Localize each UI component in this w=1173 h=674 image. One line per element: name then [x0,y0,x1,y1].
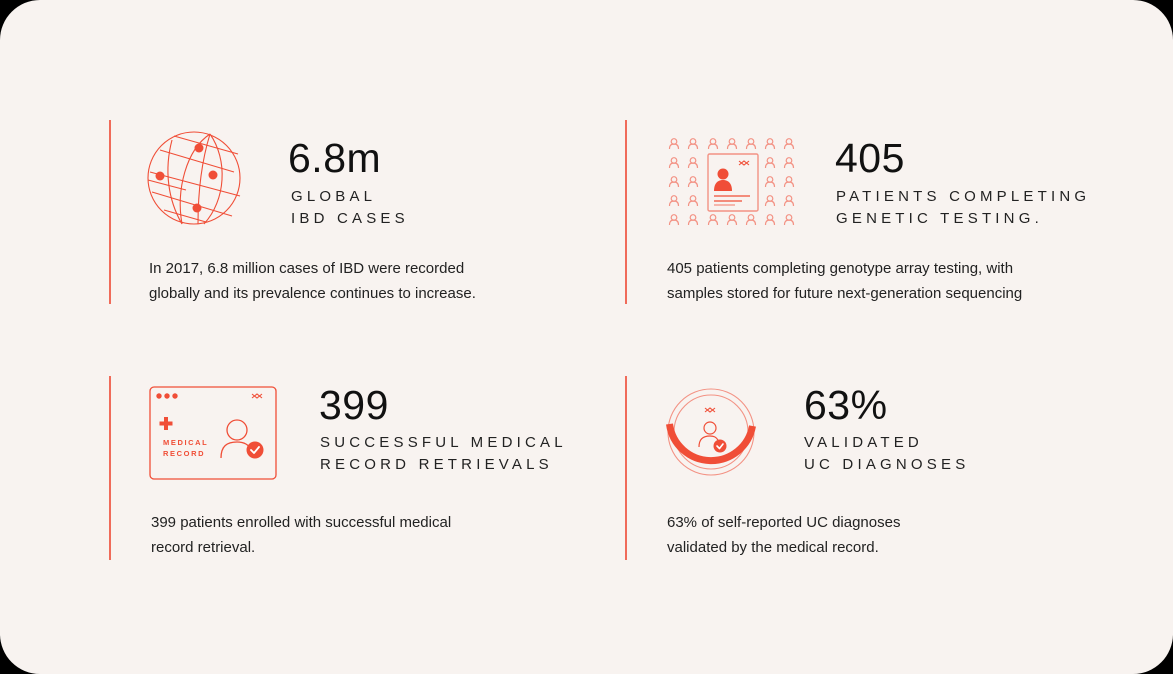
stat-label-line2: GENETIC TESTING. [836,210,1043,227]
stat-description-line1: In 2017, 6.8 million cases of IBD were r… [149,260,465,277]
stat-description-line1: 405 patients completing genotype array t… [667,260,1014,277]
stat-value: 399 [319,382,389,428]
stat-label-line1: SUCCESSFUL MEDICAL [320,434,567,451]
stat-description-line2: validated by the medical record. [667,539,879,556]
patients-grid-icon [668,138,795,226]
stat-description-line1: 399 patients enrolled with successful me… [151,514,452,531]
stat-description-line2: record retrieval. [151,539,256,556]
stat-value: 63% [804,382,888,428]
stat-label-line2: UC DIAGNOSES [804,456,970,473]
divider-line [109,376,111,560]
globe-icon [147,131,241,225]
stat-value: 6.8m [288,135,382,181]
progress-ring-icon [666,388,756,476]
stat-description-line1: 63% of self-reported UC diagnoses [667,514,901,531]
stat-label-line2: IBD CASES [291,210,409,227]
stat-value: 405 [835,135,905,181]
stat-label-line1: GLOBAL [291,188,377,205]
medical-record-icon: MEDICAL RECORD [149,386,277,480]
stat-label-line1: PATIENTS COMPLETING [836,188,1091,205]
stat-label-line1: VALIDATED [804,434,923,451]
divider-line [625,120,627,304]
stat-description-line2: globally and its prevalence continues to… [149,285,476,302]
divider-line [109,120,111,304]
stat-label-line2: RECORD RETRIEVALS [320,456,553,473]
stat-description-line2: samples stored for future next-generatio… [667,285,1023,302]
icon-text-line1: MEDICAL [163,438,209,447]
icon-text-line2: RECORD [163,449,206,458]
divider-line [625,376,627,560]
